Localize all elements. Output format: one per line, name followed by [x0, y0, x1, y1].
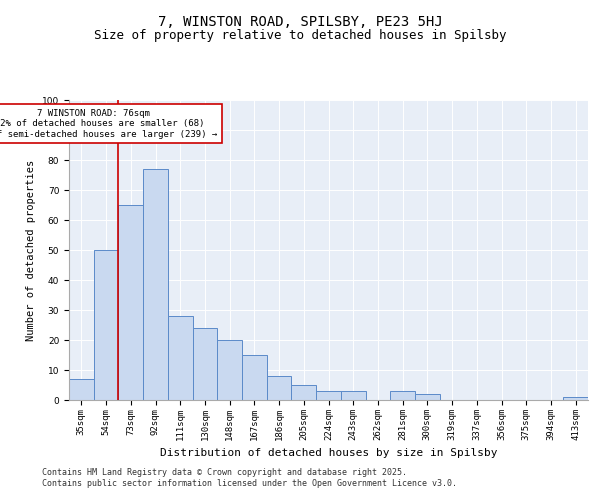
Y-axis label: Number of detached properties: Number of detached properties: [26, 160, 37, 340]
Text: 7 WINSTON ROAD: 76sqm
← 22% of detached houses are smaller (68)
78% of semi-deta: 7 WINSTON ROAD: 76sqm ← 22% of detached …: [0, 109, 217, 139]
X-axis label: Distribution of detached houses by size in Spilsby: Distribution of detached houses by size …: [160, 448, 497, 458]
Text: Size of property relative to detached houses in Spilsby: Size of property relative to detached ho…: [94, 28, 506, 42]
Bar: [390, 391, 415, 400]
Bar: [94, 250, 118, 400]
Bar: [143, 169, 168, 400]
Bar: [217, 340, 242, 400]
Bar: [316, 391, 341, 400]
Bar: [415, 394, 440, 400]
Bar: [292, 385, 316, 400]
Text: Contains HM Land Registry data © Crown copyright and database right 2025.
Contai: Contains HM Land Registry data © Crown c…: [42, 468, 457, 487]
Bar: [341, 391, 365, 400]
Bar: [69, 379, 94, 400]
Bar: [168, 316, 193, 400]
Bar: [118, 205, 143, 400]
Text: 7, WINSTON ROAD, SPILSBY, PE23 5HJ: 7, WINSTON ROAD, SPILSBY, PE23 5HJ: [158, 16, 442, 30]
Bar: [193, 328, 217, 400]
Bar: [267, 376, 292, 400]
Bar: [563, 397, 588, 400]
Bar: [242, 355, 267, 400]
